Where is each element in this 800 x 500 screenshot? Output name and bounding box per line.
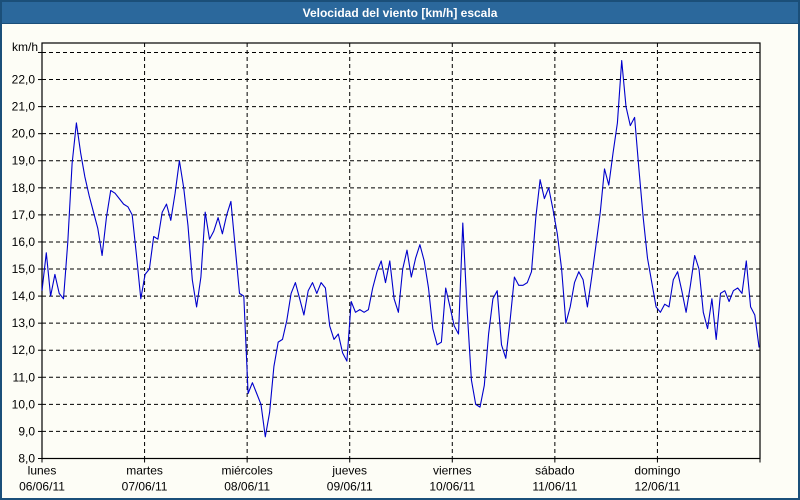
x-day-label: domingo (634, 464, 680, 478)
y-tick-label: 13,0 (12, 316, 36, 330)
x-date-label: 06/06/11 (19, 480, 65, 494)
chart-title: Velocidad del viento [km/h] escala (302, 5, 498, 20)
x-date-label: 07/06/11 (122, 480, 168, 494)
plot-frame (41, 42, 761, 460)
x-day-label: sábado (535, 464, 575, 478)
x-day-label: martes (126, 464, 163, 478)
wind-speed-line (41, 60, 760, 438)
x-date-label: 10/06/11 (429, 480, 475, 494)
y-tick-label: 9,0 (18, 424, 35, 438)
x-date-label: 09/06/11 (327, 480, 373, 494)
y-tick-label: 12,0 (12, 343, 36, 357)
x-day-label: viernes (433, 464, 472, 478)
y-tick-label: 11,0 (13, 370, 36, 384)
y-axis-unit-label: km/h (11, 40, 38, 54)
y-tick-label: 16,0 (12, 235, 36, 249)
y-tick-label: 21,0 (12, 100, 36, 114)
x-date-label: 08/06/11 (224, 480, 270, 494)
y-tick-label: 15,0 (12, 262, 36, 276)
x-day-label: miércoles (221, 464, 272, 478)
y-tick-label: 22,0 (12, 73, 36, 87)
chart-title-bar: Velocidad del viento [km/h] escala (2, 2, 798, 24)
y-tick-label: 14,0 (12, 289, 36, 303)
y-tick-label: 17,0 (12, 208, 36, 222)
y-tick-label: 8,0 (18, 452, 35, 466)
y-tick-label: 10,0 (12, 397, 36, 411)
x-date-label: 12/06/11 (635, 480, 681, 494)
x-day-label: jueves (331, 464, 367, 478)
y-tick-label: 20,0 (12, 127, 36, 141)
y-tick-label: 18,0 (12, 181, 36, 195)
x-date-label: 11/06/11 (532, 480, 577, 494)
x-day-label: lunes (28, 464, 57, 478)
y-tick-label: 19,0 (12, 154, 36, 168)
